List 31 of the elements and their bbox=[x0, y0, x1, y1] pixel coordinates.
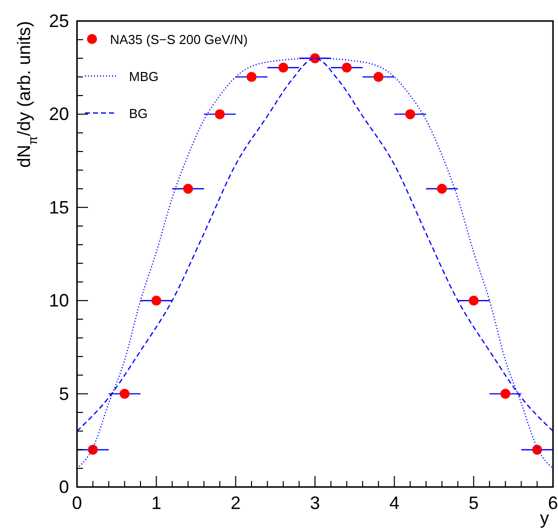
point bbox=[532, 444, 542, 455]
point bbox=[183, 184, 194, 194]
x-tick-label: 5 bbox=[468, 493, 479, 513]
x-tick-label: 4 bbox=[389, 493, 400, 513]
legend-label: NA35 (S−S 200 GeV/N) bbox=[110, 32, 248, 47]
point bbox=[405, 109, 416, 120]
y-tick-label: 15 bbox=[48, 197, 69, 218]
x-tick-label: 0 bbox=[72, 493, 82, 513]
x-axis-title: y bbox=[540, 508, 549, 528]
y-tick-label: 20 bbox=[48, 104, 69, 124]
point bbox=[246, 72, 257, 82]
point bbox=[214, 109, 225, 120]
x-tick-label: 3 bbox=[310, 493, 320, 513]
y-tick-label: 5 bbox=[58, 384, 69, 404]
point bbox=[468, 296, 479, 306]
x-tick-label: 1 bbox=[151, 493, 162, 513]
y-tick-label: 25 bbox=[48, 11, 69, 31]
point bbox=[278, 62, 288, 73]
y-tick-label: 10 bbox=[48, 290, 69, 311]
legend-label: MBG bbox=[129, 69, 159, 84]
point bbox=[500, 388, 510, 399]
x-tick-label: 6 bbox=[548, 493, 558, 513]
point bbox=[88, 444, 98, 455]
x-tick-label: 2 bbox=[230, 493, 241, 513]
point bbox=[436, 184, 447, 194]
point bbox=[120, 388, 130, 399]
point bbox=[151, 296, 162, 306]
y-tick-label: 0 bbox=[58, 477, 69, 497]
point bbox=[373, 72, 384, 82]
legend-label: BG bbox=[129, 106, 148, 121]
point bbox=[342, 62, 352, 73]
